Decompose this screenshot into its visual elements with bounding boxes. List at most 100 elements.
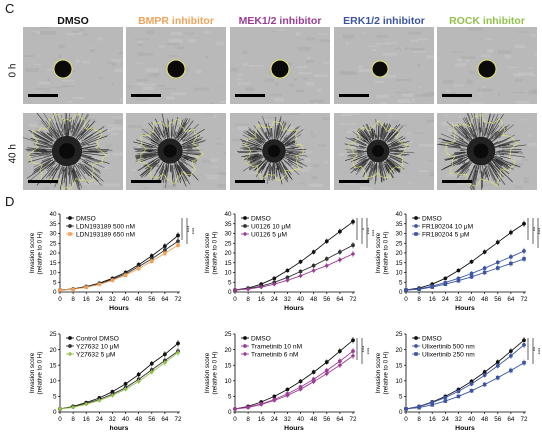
y-tick-label: 10 xyxy=(49,378,57,385)
y-tick-label: 0 xyxy=(399,409,403,416)
data-point xyxy=(509,349,513,353)
legend-marker xyxy=(414,352,418,356)
series-1 xyxy=(404,248,526,292)
data-point xyxy=(351,252,355,256)
x-tick-label: 48 xyxy=(135,296,143,303)
x-tick-label: 64 xyxy=(507,416,515,423)
legend-entry: DMSO xyxy=(241,335,271,342)
data-point xyxy=(285,278,289,282)
x-tick-label: 16 xyxy=(429,416,437,423)
data-point xyxy=(233,407,237,411)
y-axis-label: Invasion score(relative to 0 H) xyxy=(375,231,390,274)
data-point xyxy=(176,341,180,345)
data-point xyxy=(443,396,447,400)
legend-marker xyxy=(243,216,247,220)
panel-d-letter: D xyxy=(5,194,14,209)
legend-entry: Ulixertinib 250 nm xyxy=(412,351,475,358)
x-tick-label: 24 xyxy=(271,416,279,423)
legend-label: Trametinib 6 nM xyxy=(251,351,298,358)
series-1 xyxy=(58,238,180,292)
x-tick-label: 16 xyxy=(83,416,91,423)
data-point xyxy=(351,338,355,342)
legend-entry: DMSO xyxy=(412,215,442,222)
series-line xyxy=(60,241,178,290)
y-tick-label: 5 xyxy=(53,394,57,401)
data-point xyxy=(299,260,303,264)
data-point xyxy=(522,361,526,365)
y-tick-label: 0 xyxy=(228,409,232,416)
x-tick-label: 24 xyxy=(442,296,450,303)
x-tick-label: 40 xyxy=(122,416,130,423)
x-tick-label: 56 xyxy=(148,416,156,423)
y-tick-label: 15 xyxy=(395,260,403,267)
column-header-1: BMPR inhibitor xyxy=(126,15,226,27)
scale-bar xyxy=(442,94,472,97)
micrograph-tile xyxy=(437,27,537,104)
column-header-2: MEK1/2 inhibitor xyxy=(230,15,330,27)
y-tick-label: 0 xyxy=(228,289,232,296)
y-tick-label: 40 xyxy=(49,211,57,218)
x-tick-label: 32 xyxy=(109,416,117,423)
micrograph-tile xyxy=(334,113,434,190)
data-point xyxy=(111,279,115,283)
x-tick-label: 72 xyxy=(349,416,357,423)
x-tick-label: 40 xyxy=(468,296,476,303)
data-point xyxy=(457,269,461,273)
legend-marker xyxy=(414,224,418,228)
legend-marker xyxy=(68,232,72,236)
data-point xyxy=(298,274,302,278)
x-tick-label: 8 xyxy=(246,296,250,303)
x-tick-label: 56 xyxy=(148,296,156,303)
data-point xyxy=(351,349,355,353)
legend-label: Y27632 5 μM xyxy=(76,351,115,358)
data-point xyxy=(483,373,487,377)
data-point xyxy=(233,288,237,292)
x-tick-label: 48 xyxy=(481,416,489,423)
legend-marker xyxy=(243,344,247,348)
legend-marker xyxy=(414,344,418,348)
y-tick-label: 15 xyxy=(395,362,403,369)
scale-bar xyxy=(339,94,369,97)
legend-entry: LDN193189 650 nM xyxy=(66,231,135,238)
data-point xyxy=(496,260,500,264)
y-tick-label: 10 xyxy=(49,270,57,277)
series-line xyxy=(235,356,353,409)
y-tick-label: 15 xyxy=(49,260,57,267)
series-0 xyxy=(58,232,180,292)
y-tick-label: 30 xyxy=(395,231,403,238)
legend-label: Trametinib 10 nM xyxy=(251,343,302,350)
series-2 xyxy=(233,353,355,411)
column-header-0: DMSO xyxy=(23,15,123,27)
micrograph-tile xyxy=(23,113,123,190)
x-tick-label: 56 xyxy=(494,296,502,303)
x-tick-label: 64 xyxy=(161,296,169,303)
data-point xyxy=(299,270,303,274)
legend-label: DMSO xyxy=(251,215,271,222)
y-tick-label: 10 xyxy=(395,378,403,385)
y-axis-label: Invasion score(relative to 0 H) xyxy=(29,351,44,394)
data-point xyxy=(58,288,62,292)
panel-c-letter: C xyxy=(5,1,14,16)
series-line xyxy=(60,351,178,409)
legend-entry: DMSO xyxy=(66,215,96,222)
y-tick-label: 0 xyxy=(53,409,57,416)
data-point xyxy=(483,383,487,387)
x-tick-label: 24 xyxy=(96,296,104,303)
legend-entry: Control DMSO xyxy=(66,335,119,342)
y-tick-label: 5 xyxy=(228,394,232,401)
x-tick-label: 8 xyxy=(71,416,75,423)
legend-label: Y27632 10 μM xyxy=(76,343,119,350)
data-point xyxy=(311,268,315,272)
data-point xyxy=(417,406,421,410)
series-line xyxy=(60,353,178,409)
legend-entry: Y27632 10 μM xyxy=(66,343,119,350)
x-axis-label: hours xyxy=(110,425,129,432)
legend-label: DMSO xyxy=(422,215,442,222)
legend-label: FR180204 5 μM xyxy=(422,231,469,238)
series-2 xyxy=(404,256,526,292)
y-tick-label: 20 xyxy=(49,250,57,257)
data-point xyxy=(338,349,342,353)
x-tick-label: 24 xyxy=(96,416,104,423)
